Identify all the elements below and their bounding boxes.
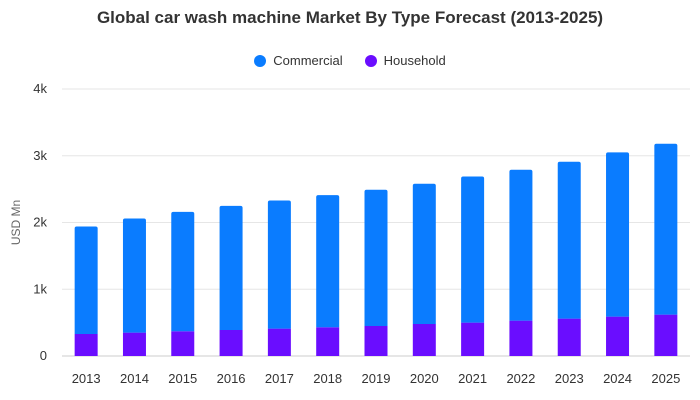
y-tick-label: 3k <box>33 148 47 163</box>
x-tick-label: 2020 <box>410 371 439 386</box>
bar-commercial-2024[interactable] <box>606 152 630 317</box>
y-axis-ticks: 0 1k 2k 3k 4k <box>33 81 47 363</box>
bar-household-2014[interactable] <box>122 332 146 356</box>
bar-commercial-2013[interactable] <box>74 226 98 334</box>
legend-item-commercial[interactable]: Commercial <box>254 53 343 68</box>
bar-household-2018[interactable] <box>316 327 340 356</box>
bar-commercial-2023[interactable] <box>557 161 581 319</box>
bar-commercial-2017[interactable] <box>267 200 291 329</box>
chart-title: Global car wash machine Market By Type F… <box>96 8 604 27</box>
y-axis-label: USD Mn <box>9 200 23 245</box>
x-tick-label: 2016 <box>217 371 246 386</box>
bar-household-2017[interactable] <box>267 328 291 356</box>
y-tick-label: 4k <box>33 81 47 96</box>
bar-commercial-2020[interactable] <box>412 183 436 324</box>
x-tick-label: 2017 <box>265 371 294 386</box>
x-tick-label: 2015 <box>168 371 197 386</box>
bar-household-2025[interactable] <box>654 314 678 356</box>
x-tick-label: 2024 <box>603 371 632 386</box>
legend: Commercial Household <box>0 53 700 68</box>
y-tick-label: 2k <box>33 215 47 230</box>
y-tick-label: 0 <box>40 348 47 363</box>
x-axis-ticks: 2013 2014 2015 2016 2017 2018 2019 2020 2021 2022… <box>72 371 681 386</box>
bar-household-2019[interactable] <box>364 325 388 356</box>
x-tick-label: 2018 <box>313 371 342 386</box>
bar-commercial-2021[interactable] <box>461 176 485 323</box>
x-tick-label: 2021 <box>458 371 487 386</box>
bar-commercial-2015[interactable] <box>171 211 195 332</box>
bars <box>74 143 678 356</box>
bar-commercial-2018[interactable] <box>316 195 340 328</box>
bar-household-2022[interactable] <box>509 320 533 356</box>
legend-label-household: Household <box>383 53 446 68</box>
legend-swatch-household <box>364 54 377 67</box>
bar-household-2015[interactable] <box>171 331 195 356</box>
bar-commercial-2022[interactable] <box>509 169 533 321</box>
legend-label-commercial: Commercial <box>273 53 343 68</box>
bar-household-2016[interactable] <box>219 329 243 356</box>
x-tick-label: 2022 <box>506 371 535 386</box>
y-tick-label: 1k <box>33 281 47 296</box>
bar-household-2024[interactable] <box>606 316 630 356</box>
legend-item-household[interactable]: Household <box>364 53 446 68</box>
bar-household-2021[interactable] <box>461 322 485 356</box>
x-tick-label: 2019 <box>362 371 391 386</box>
bar-commercial-2019[interactable] <box>364 189 388 326</box>
bar-household-2013[interactable] <box>74 333 98 356</box>
legend-swatch-commercial <box>254 54 267 67</box>
bar-household-2020[interactable] <box>412 323 436 356</box>
bar-commercial-2016[interactable] <box>219 205 243 330</box>
x-tick-label: 2025 <box>651 371 680 386</box>
bar-commercial-2014[interactable] <box>122 218 146 333</box>
bar-household-2023[interactable] <box>557 318 581 356</box>
x-tick-label: 2013 <box>72 371 101 386</box>
bar-commercial-2025[interactable] <box>654 143 678 315</box>
x-tick-label: 2014 <box>120 371 149 386</box>
x-tick-label: 2023 <box>555 371 584 386</box>
